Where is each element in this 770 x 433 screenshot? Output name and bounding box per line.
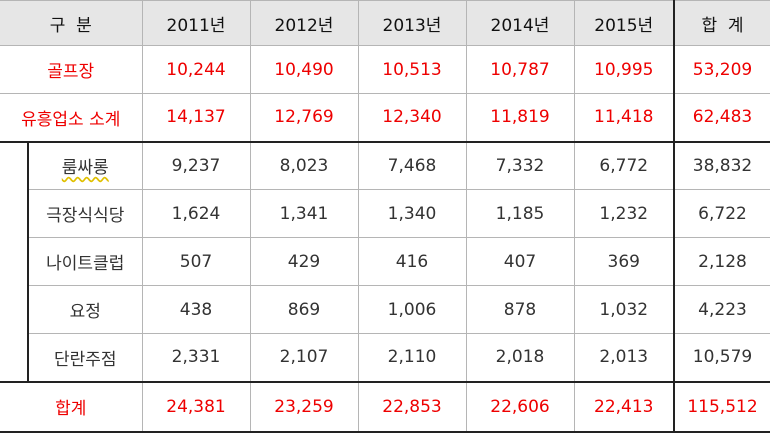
row-nightclub: 나이트클럽 507 429 416 407 369 2,128 [0,237,770,286]
row-label: 요정 [27,285,143,334]
header-year-2011: 2011년 [141,0,251,46]
cell-2011: 1,624 [141,189,251,238]
row-theater-restaurant: 극장식식당 1,624 1,341 1,340 1,185 1,232 6,72… [0,189,770,238]
header-year-2013: 2013년 [357,0,467,46]
header-year-2012: 2012년 [249,0,359,46]
row-label: 나이트클럽 [27,237,143,286]
cell-2014: 878 [465,285,575,334]
cell-total: 2,128 [673,237,770,286]
cell-2015: 369 [573,237,675,286]
cell-2011: 438 [141,285,251,334]
cell-2012: 869 [249,285,359,334]
cell-2013: 10,513 [357,45,467,94]
header-year-2015: 2015년 [573,0,675,46]
header-category: 구 분 [0,0,143,46]
cell-2014: 7,332 [465,141,575,190]
cell-2013: 1,006 [357,285,467,334]
cell-2014: 10,787 [465,45,575,94]
cell-2013: 7,468 [357,141,467,190]
cell-2012: 8,023 [249,141,359,190]
cell-2015: 1,032 [573,285,675,334]
cell-2013: 416 [357,237,467,286]
cell-2012: 12,769 [249,93,359,143]
cell-total: 53,209 [673,45,770,94]
cell-2012: 429 [249,237,359,286]
cell-total: 115,512 [673,380,770,433]
indent-spacer [0,141,29,382]
header-year-2014: 2014년 [465,0,575,46]
cell-2014: 2,018 [465,333,575,382]
cell-total: 10,579 [673,333,770,382]
cell-total: 38,832 [673,141,770,190]
row-label-text: 룸싸롱 [61,158,109,179]
cell-2015: 22,413 [573,380,675,433]
cell-2015: 1,232 [573,189,675,238]
cell-2015: 11,418 [573,93,675,143]
cell-2013: 2,110 [357,333,467,382]
cell-2013: 22,853 [357,380,467,433]
row-entertainment-subtotal: 유흥업소 소계 14,137 12,769 12,340 11,819 11,4… [0,93,770,143]
header-total: 합 계 [673,0,770,46]
row-label: 합계 [0,380,143,433]
cell-2012: 10,490 [249,45,359,94]
cell-2012: 1,341 [249,189,359,238]
row-label: 룸싸롱 [27,141,143,190]
cell-2014: 407 [465,237,575,286]
cell-total: 62,483 [673,93,770,143]
cell-2012: 2,107 [249,333,359,382]
cell-2011: 14,137 [141,93,251,143]
cell-total: 4,223 [673,285,770,334]
row-label: 단란주점 [27,333,143,382]
row-label: 극장식식당 [27,189,143,238]
row-room-salon: 룸싸롱 9,237 8,023 7,468 7,332 6,772 38,832 [0,141,770,382]
cell-total: 6,722 [673,189,770,238]
cell-2013: 1,340 [357,189,467,238]
row-label: 유흥업소 소계 [0,93,143,143]
cell-2011: 9,237 [141,141,251,190]
cell-2011: 24,381 [141,380,251,433]
cell-2015: 2,013 [573,333,675,382]
cell-2014: 1,185 [465,189,575,238]
row-dallan-bar: 단란주점 2,331 2,107 2,110 2,018 2,013 10,57… [0,333,770,382]
cell-2011: 507 [141,237,251,286]
header-row: 구 분 2011년 2012년 2013년 2014년 2015년 합 계 [0,0,770,46]
cell-2011: 2,331 [141,333,251,382]
cell-2011: 10,244 [141,45,251,94]
row-label: 골프장 [0,45,143,94]
cell-2015: 6,772 [573,141,675,190]
cell-2014: 11,819 [465,93,575,143]
row-yojeong: 요정 438 869 1,006 878 1,032 4,223 [0,285,770,334]
cell-2013: 12,340 [357,93,467,143]
cell-2014: 22,606 [465,380,575,433]
row-golf: 골프장 10,244 10,490 10,513 10,787 10,995 5… [0,45,770,94]
cell-2015: 10,995 [573,45,675,94]
cell-2012: 23,259 [249,380,359,433]
row-grand-total: 합계 24,381 23,259 22,853 22,606 22,413 11… [0,380,770,433]
